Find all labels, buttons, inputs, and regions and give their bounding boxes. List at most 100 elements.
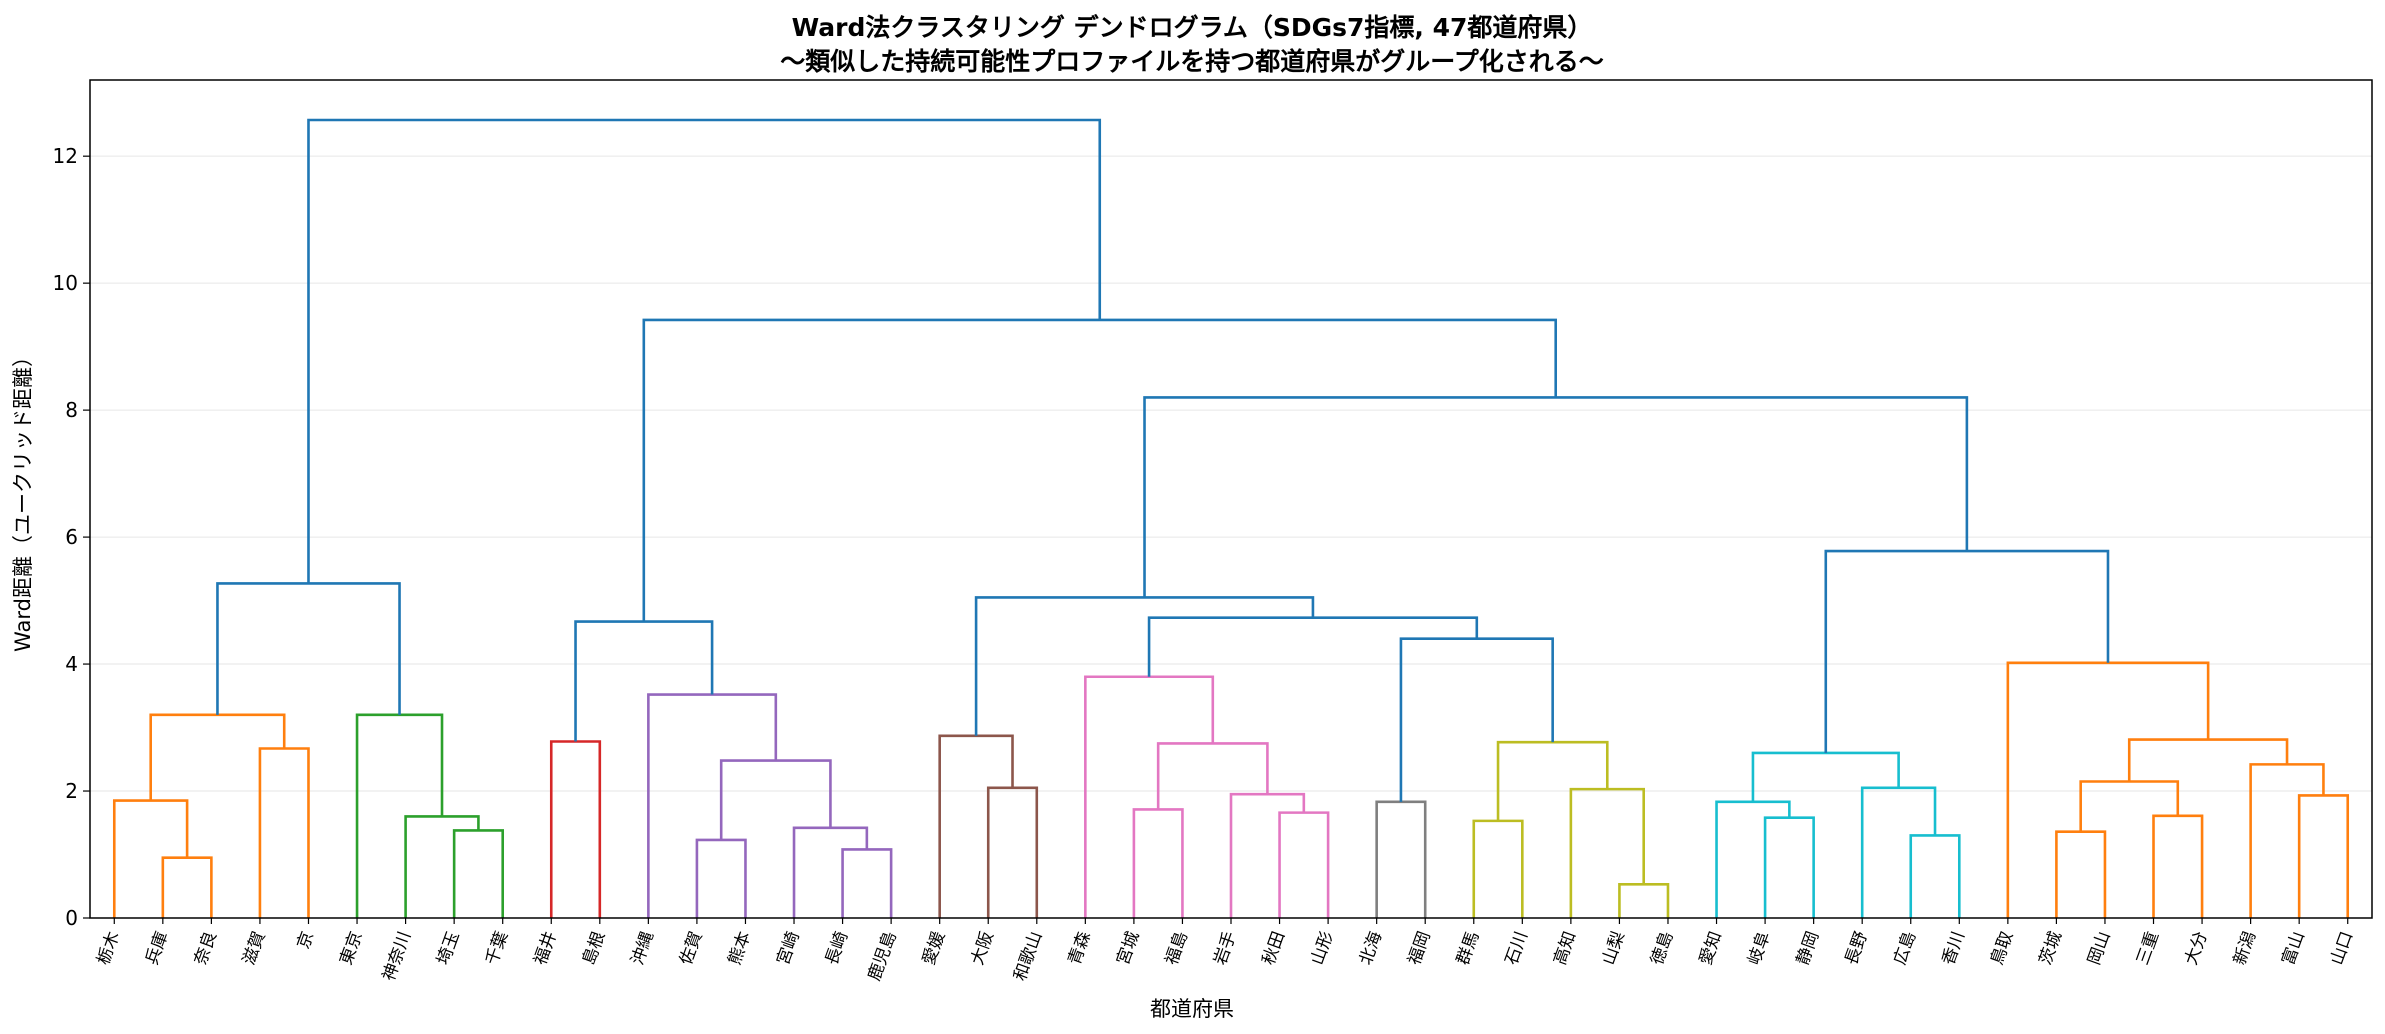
plot-frame: [89, 79, 2373, 919]
dendrogram-link: [986, 786, 1039, 918]
leaf-label: 福岡: [1404, 929, 1434, 968]
dendrogram-link: [1763, 816, 1815, 918]
leaf-label: 青森: [1065, 929, 1095, 968]
dendrogram-link: [1569, 787, 1645, 918]
chart-title: Ward法クラスタリング デンドログラム（SDGs7指標, 47都道府県）: [792, 13, 1593, 42]
dendrogram-link: [2152, 814, 2204, 918]
dendrogram-link: [2127, 738, 2289, 782]
dendrogram-link: [1860, 786, 1937, 918]
dendrogram-link: [258, 747, 310, 918]
dendrogram-link: [1909, 834, 1961, 918]
y-tick-label: 6: [65, 525, 78, 549]
leaf-label: 熊本: [725, 929, 755, 968]
leaf-label: 大分: [2181, 929, 2211, 968]
dendrogram-link: [1715, 800, 1791, 918]
dendrogram-link: [2249, 763, 2325, 918]
dendrogram-link: [1229, 792, 1306, 918]
leaf-label: 愛知: [1696, 929, 1726, 968]
y-tick-label: 10: [53, 271, 78, 295]
leaf-label: 北海: [1356, 929, 1386, 968]
leaf-label: 長野: [1841, 929, 1871, 968]
dendrogram-link: [841, 848, 893, 918]
leaf-label: 茨城: [2036, 929, 2066, 968]
dendrogram-link: [1156, 742, 1269, 810]
y-axis-ticks: 0 2 4 6 8 10 12: [53, 144, 90, 930]
dendrogram-link: [695, 838, 747, 918]
leaf-label: 鹿児島: [865, 929, 901, 984]
dendrogram-link: [549, 740, 602, 918]
dendrogram-link: [1084, 675, 1215, 918]
leaf-label: 富山: [2278, 929, 2308, 968]
x-axis-label: 都道府県: [1150, 997, 1234, 1021]
leaf-label: 群馬: [1453, 929, 1483, 968]
y-axis-label: Ward距離（ユークリッド距離）: [11, 346, 35, 652]
leaf-label: 島根: [579, 929, 609, 968]
leaf-label: 宮崎: [773, 929, 803, 968]
dendrogram-link: [642, 318, 1557, 622]
dendrogram-link: [1751, 751, 1900, 802]
dendrogram-link: [1143, 396, 1969, 598]
leaf-label: 岡山: [2084, 929, 2114, 968]
leaf-label: 山形: [1307, 929, 1337, 968]
y-tick-label: 4: [65, 652, 78, 676]
leaf-label: 和歌山: [1010, 929, 1046, 984]
dendrogram-link: [2006, 661, 2210, 918]
leaf-label: 佐賀: [676, 929, 706, 968]
leaf-label: 京: [294, 929, 319, 952]
leaf-label: 栃木: [94, 929, 124, 968]
leaf-label: 香川: [1939, 929, 1969, 968]
dendrogram-link: [1132, 808, 1184, 918]
leaf-label: 埼玉: [433, 929, 463, 968]
leaf-label: 沖縄: [628, 929, 658, 968]
leaf-label: 秋田: [1259, 929, 1289, 968]
dendrogram-link: [1278, 811, 1330, 918]
dendrogram-link: [149, 713, 286, 801]
leaf-label: 福井: [531, 929, 561, 968]
leaf-label: 岐阜: [1744, 929, 1774, 968]
leaf-label: 奈良: [191, 929, 221, 968]
leaf-label: 愛媛: [919, 929, 949, 968]
chart-subtitle: 〜類似した持続可能性プロファイルを持つ都道府県がグループ化される〜: [780, 47, 1604, 76]
leaf-label: 東京: [336, 929, 366, 968]
dendrogram-link: [1375, 800, 1427, 918]
leaf-label: 広島: [1890, 929, 1920, 968]
leaf-label: 新潟: [2230, 929, 2260, 968]
leaf-label: 高知: [1550, 929, 1580, 968]
y-tick-label: 0: [65, 906, 78, 930]
leaf-label: 長崎: [822, 929, 852, 968]
leaf-label: 石川: [1502, 929, 1532, 968]
dendrogram-link: [307, 118, 1102, 584]
dendrogram-link: [355, 713, 444, 918]
leaf-label: 岩手: [1210, 929, 1240, 968]
leaf-label: 福島: [1162, 929, 1192, 968]
dendrogram-link: [452, 829, 505, 918]
leaf-label: 大阪: [968, 929, 998, 968]
dendrogram-link: [647, 693, 778, 918]
leaf-label: 山梨: [1599, 929, 1629, 968]
dendrogram-link: [719, 759, 832, 840]
leaf-label: 滋賀: [239, 929, 269, 968]
dendrogram-link: [574, 620, 714, 742]
leaf-label: 兵庫: [142, 929, 172, 968]
leaf-label: 静岡: [1793, 929, 1823, 968]
grid-lines: [90, 155, 2372, 919]
leaf-label: 徳島: [1647, 929, 1677, 968]
dendrogram-link: [216, 582, 401, 715]
dendrogram-link: [161, 856, 213, 918]
dendrogram-link: [1472, 819, 1524, 918]
x-axis-leaf-labels: 栃木 兵庫 奈良 滋賀 京東京 神奈川 埼玉 千葉 福井 島根 沖縄 佐賀 熊本 宮崎 長崎 鹿児島 愛媛 大阪和…: [94, 918, 2357, 984]
dendrogram-link: [1496, 740, 1609, 821]
leaf-label: 山口: [2327, 929, 2357, 968]
dendrogram-links: [112, 118, 2350, 918]
dendrogram-link: [1399, 637, 1554, 802]
leaf-label: 神奈川: [379, 929, 415, 984]
y-tick-label: 12: [53, 144, 78, 168]
leaf-label: 宮城: [1113, 929, 1143, 968]
dendrogram-link: [2297, 794, 2350, 918]
leaf-label: 鳥取: [1987, 929, 2017, 968]
dendrogram-link: [2079, 780, 2180, 832]
dendrogram-link: [2055, 830, 2107, 918]
y-tick-label: 2: [65, 779, 78, 803]
leaf-label: 三重: [2133, 929, 2163, 968]
